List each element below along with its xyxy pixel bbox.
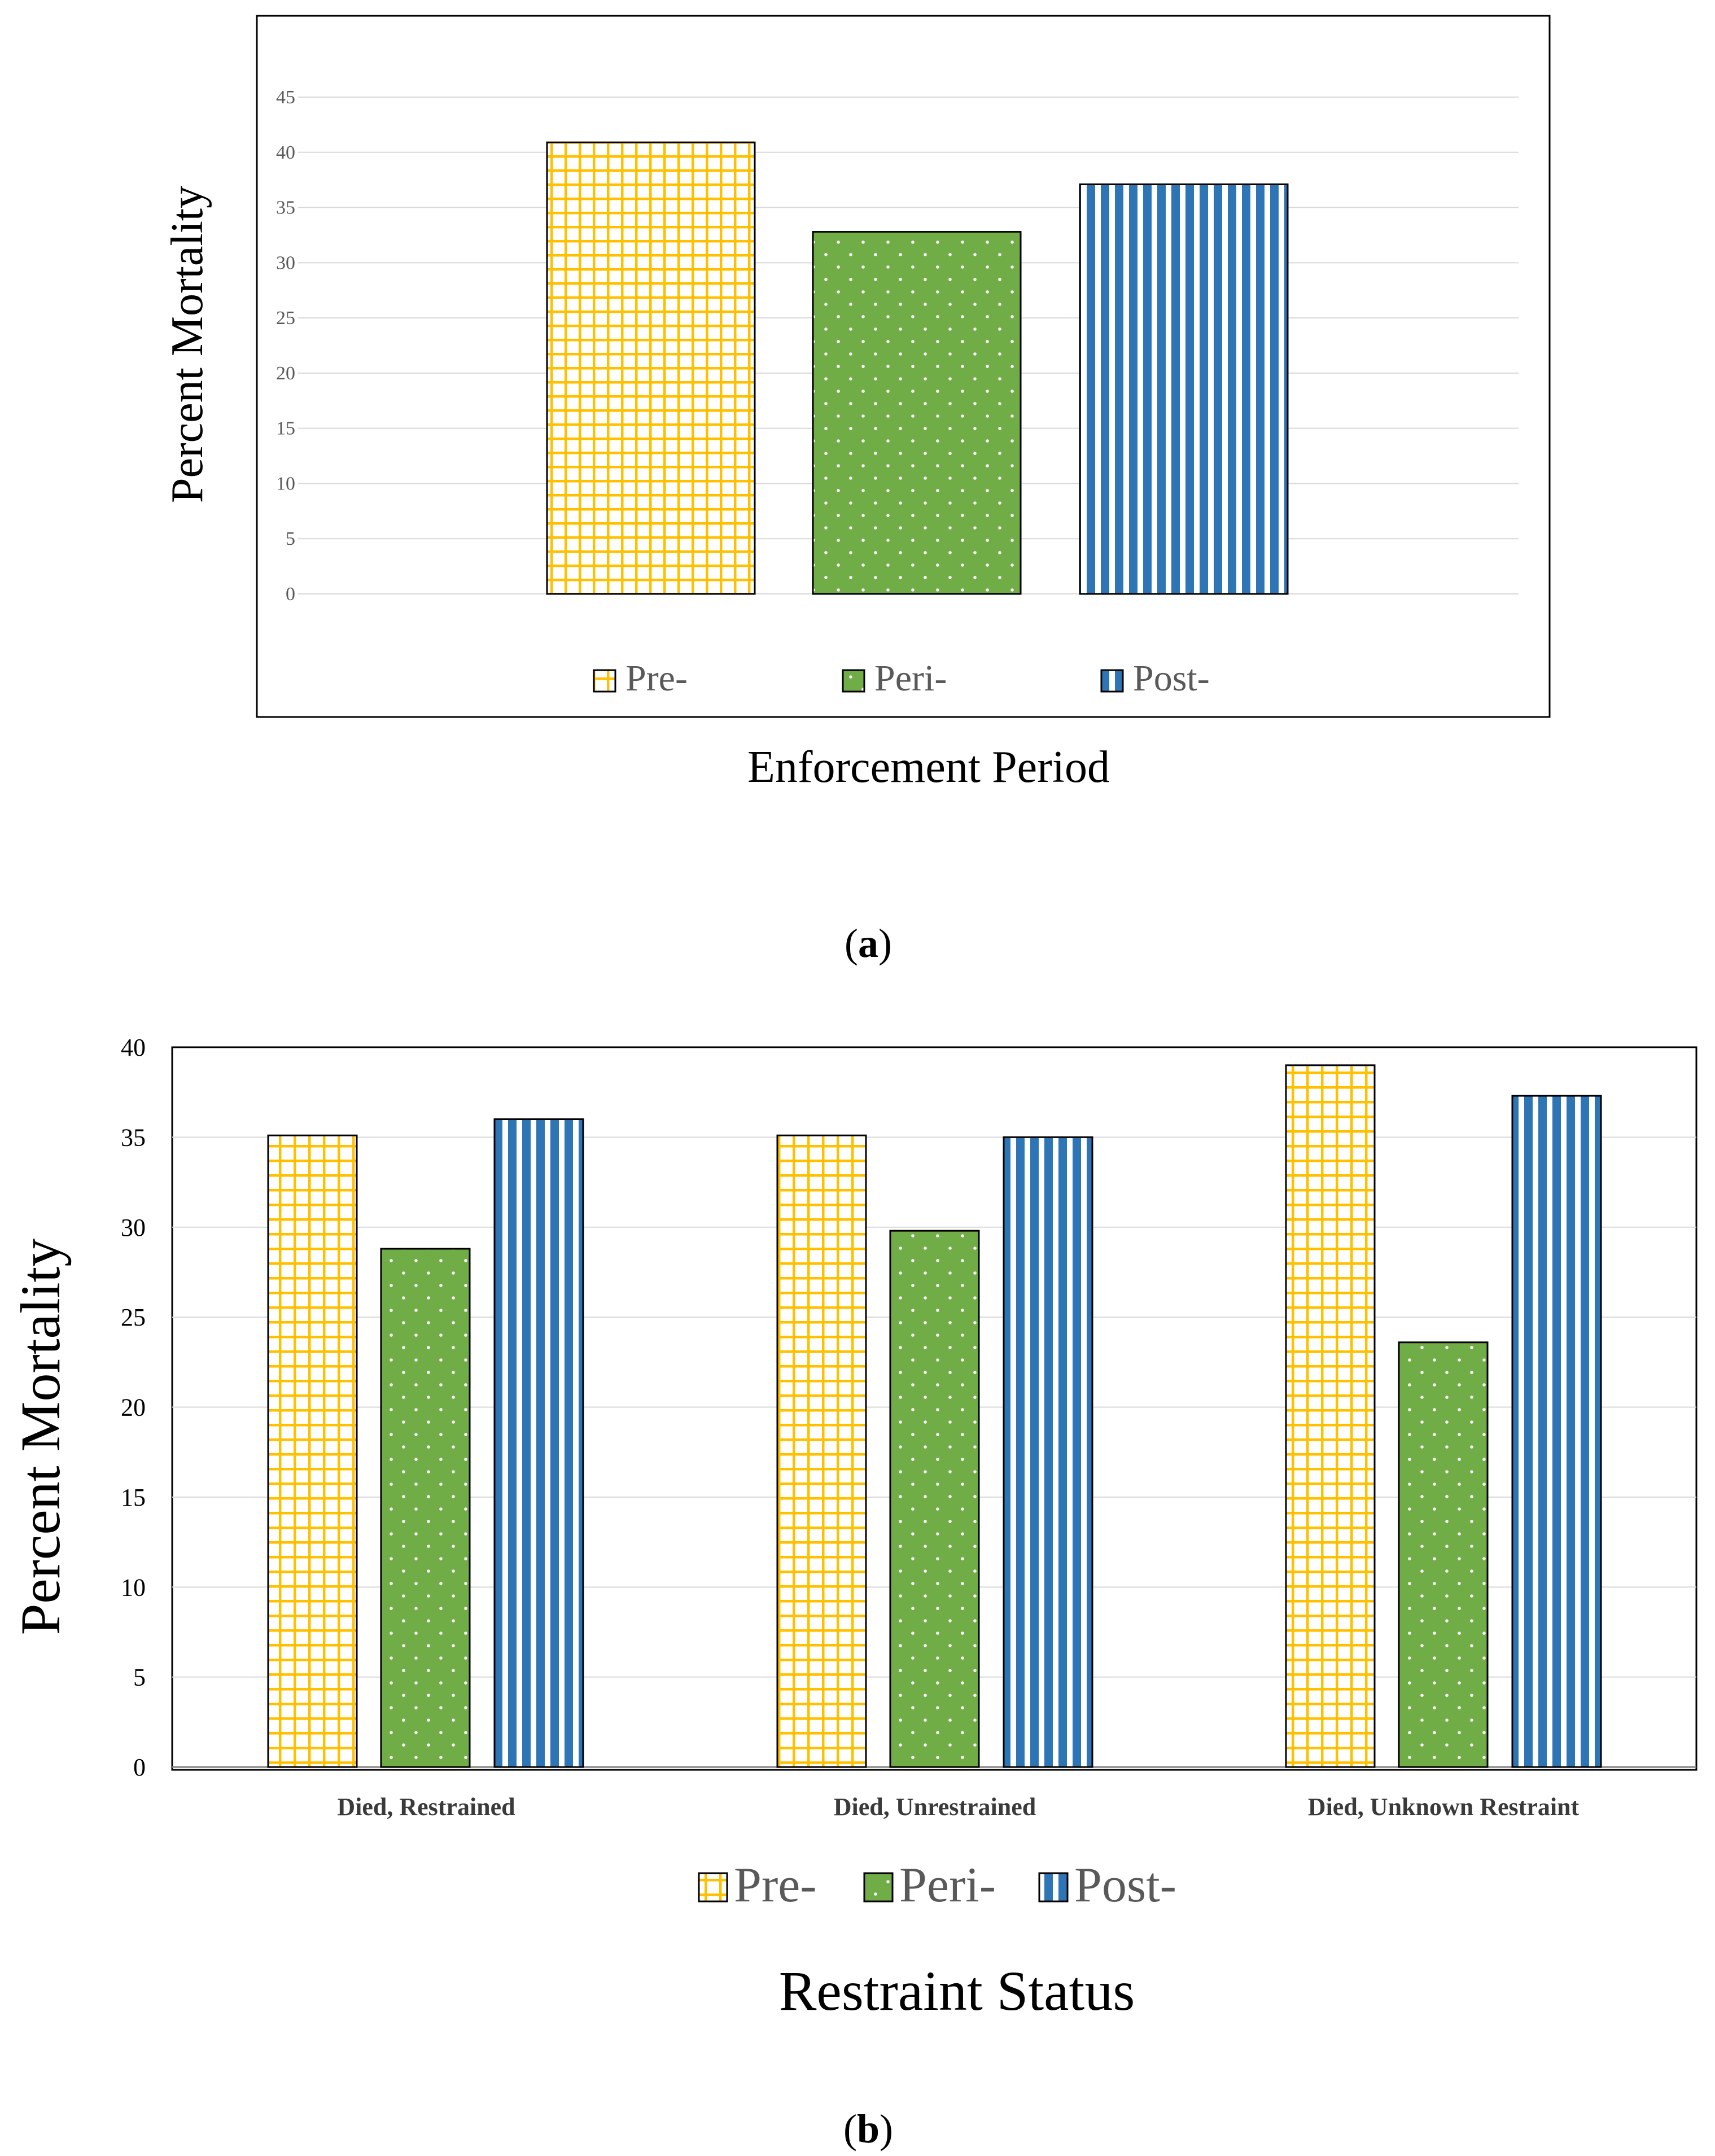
panel-a-y-tick-label: 35 bbox=[276, 198, 295, 218]
panel-a-y-tick-label: 45 bbox=[276, 87, 295, 108]
panel-b-caption-letter: b bbox=[857, 2106, 880, 2151]
panel-a-caption: (a) bbox=[845, 921, 892, 966]
panel-b-x-tick-label: Died, Unrestrained bbox=[834, 1793, 1036, 1821]
panel-a-y-tick-label: 25 bbox=[276, 308, 295, 329]
panel-b-legend-swatch-post bbox=[1038, 1872, 1069, 1903]
panel-b-legend-label-pre: Pre- bbox=[734, 1858, 817, 1913]
panel-a-chart: 0 5 10 15 20 25 30 35 40 45 Percent Mortality Pre… bbox=[163, 15, 1551, 966]
panel-a-bar-peri bbox=[812, 231, 1022, 595]
panel-a-caption-letter: a bbox=[858, 921, 878, 966]
panel-b-bar-died-unrestrained-pre bbox=[776, 1134, 867, 1768]
panel-a-y-axis-label: Percent Mortality bbox=[163, 186, 212, 503]
panel-a-legend-swatch-post bbox=[1100, 669, 1124, 693]
panel-b-x-tick-label: Died, Unknown Restraint bbox=[1308, 1793, 1580, 1821]
panel-b-bar-died-unrestrained-post bbox=[1003, 1136, 1093, 1768]
panel-b-x-tick-labels: Died, Restrained Died, Unrestrained Died, … bbox=[337, 1793, 1579, 1821]
panel-a-x-axis-label: Enforcement Period bbox=[747, 742, 1110, 792]
panel-b-y-tick-label: 25 bbox=[121, 1304, 146, 1331]
panel-a-legend-swatch-pre bbox=[593, 669, 616, 693]
panel-b-y-tick-label: 5 bbox=[133, 1664, 146, 1691]
panel-a-bar-post bbox=[1079, 183, 1289, 595]
panel-b-y-tick-label: 15 bbox=[121, 1484, 146, 1511]
panel-b-legend-label-peri: Peri- bbox=[899, 1858, 996, 1913]
panel-b-y-tick-label: 20 bbox=[121, 1394, 146, 1422]
panel-b-y-tick-labels: 0 5 10 15 20 25 30 35 40 bbox=[121, 1034, 146, 1781]
panel-a-legend-label-peri: Peri- bbox=[874, 658, 947, 699]
panel-a-legend: Pre- Peri- Post- bbox=[593, 658, 1210, 699]
panel-b-y-tick-label: 10 bbox=[121, 1573, 146, 1601]
panel-a-y-tick-label: 10 bbox=[276, 473, 295, 494]
panel-b-legend-swatch-peri bbox=[863, 1872, 894, 1903]
panel-a-bars bbox=[546, 141, 1289, 595]
panel-b-bar-died-restrained-peri bbox=[380, 1248, 471, 1768]
panel-a-y-tick-label: 30 bbox=[276, 252, 295, 273]
panel-b-bar-died-unrestrained-peri bbox=[889, 1230, 980, 1768]
panel-b-chart: 0 5 10 15 20 25 30 35 40 Died, Restrained Died, U… bbox=[9, 1034, 1698, 2151]
panel-a-y-tick-label: 0 bbox=[286, 584, 295, 605]
panel-b-y-axis-label: Percent Mortality bbox=[9, 1239, 72, 1635]
panel-a-bar-pre bbox=[546, 141, 756, 595]
panel-b-x-tick-label: Died, Restrained bbox=[337, 1793, 515, 1821]
panel-b-legend-label-post: Post- bbox=[1074, 1858, 1176, 1913]
panel-b-caption: (b) bbox=[843, 2106, 893, 2151]
panel-a-y-tick-label: 15 bbox=[276, 418, 295, 439]
panel-b-x-axis-label: Restraint Status bbox=[779, 1960, 1135, 2022]
panel-b-y-tick-label: 40 bbox=[121, 1034, 146, 1061]
panel-b-legend: Pre- Peri- Post- bbox=[698, 1858, 1176, 1913]
panel-a-legend-label-post: Post- bbox=[1133, 658, 1210, 699]
panel-b-bar-died-unknown-restraint-post bbox=[1511, 1095, 1602, 1768]
panel-a-gridlines bbox=[298, 97, 1519, 594]
panel-b-y-tick-label: 35 bbox=[121, 1123, 146, 1151]
panel-b-bar-died-unknown-restraint-pre bbox=[1285, 1064, 1376, 1768]
panel-b-y-tick-label: 0 bbox=[133, 1753, 146, 1781]
panel-a-legend-label-pre: Pre- bbox=[625, 658, 688, 699]
panel-b-y-tick-label: 30 bbox=[121, 1214, 146, 1241]
panel-a-y-tick-labels: 0 5 10 15 20 25 30 35 40 45 bbox=[276, 87, 295, 605]
panel-b-bars bbox=[267, 1064, 1602, 1768]
panel-b-bar-died-restrained-post bbox=[493, 1118, 584, 1768]
panel-a-y-tick-label: 40 bbox=[276, 142, 295, 163]
panel-b-bar-died-unknown-restraint-peri bbox=[1398, 1341, 1489, 1768]
panel-b-bar-died-restrained-pre bbox=[267, 1134, 358, 1768]
panel-a-y-tick-label: 20 bbox=[276, 363, 295, 384]
panel-a-y-tick-label: 5 bbox=[286, 528, 295, 549]
panel-a-legend-swatch-peri bbox=[842, 669, 865, 693]
panel-b-legend-swatch-pre bbox=[698, 1872, 728, 1903]
